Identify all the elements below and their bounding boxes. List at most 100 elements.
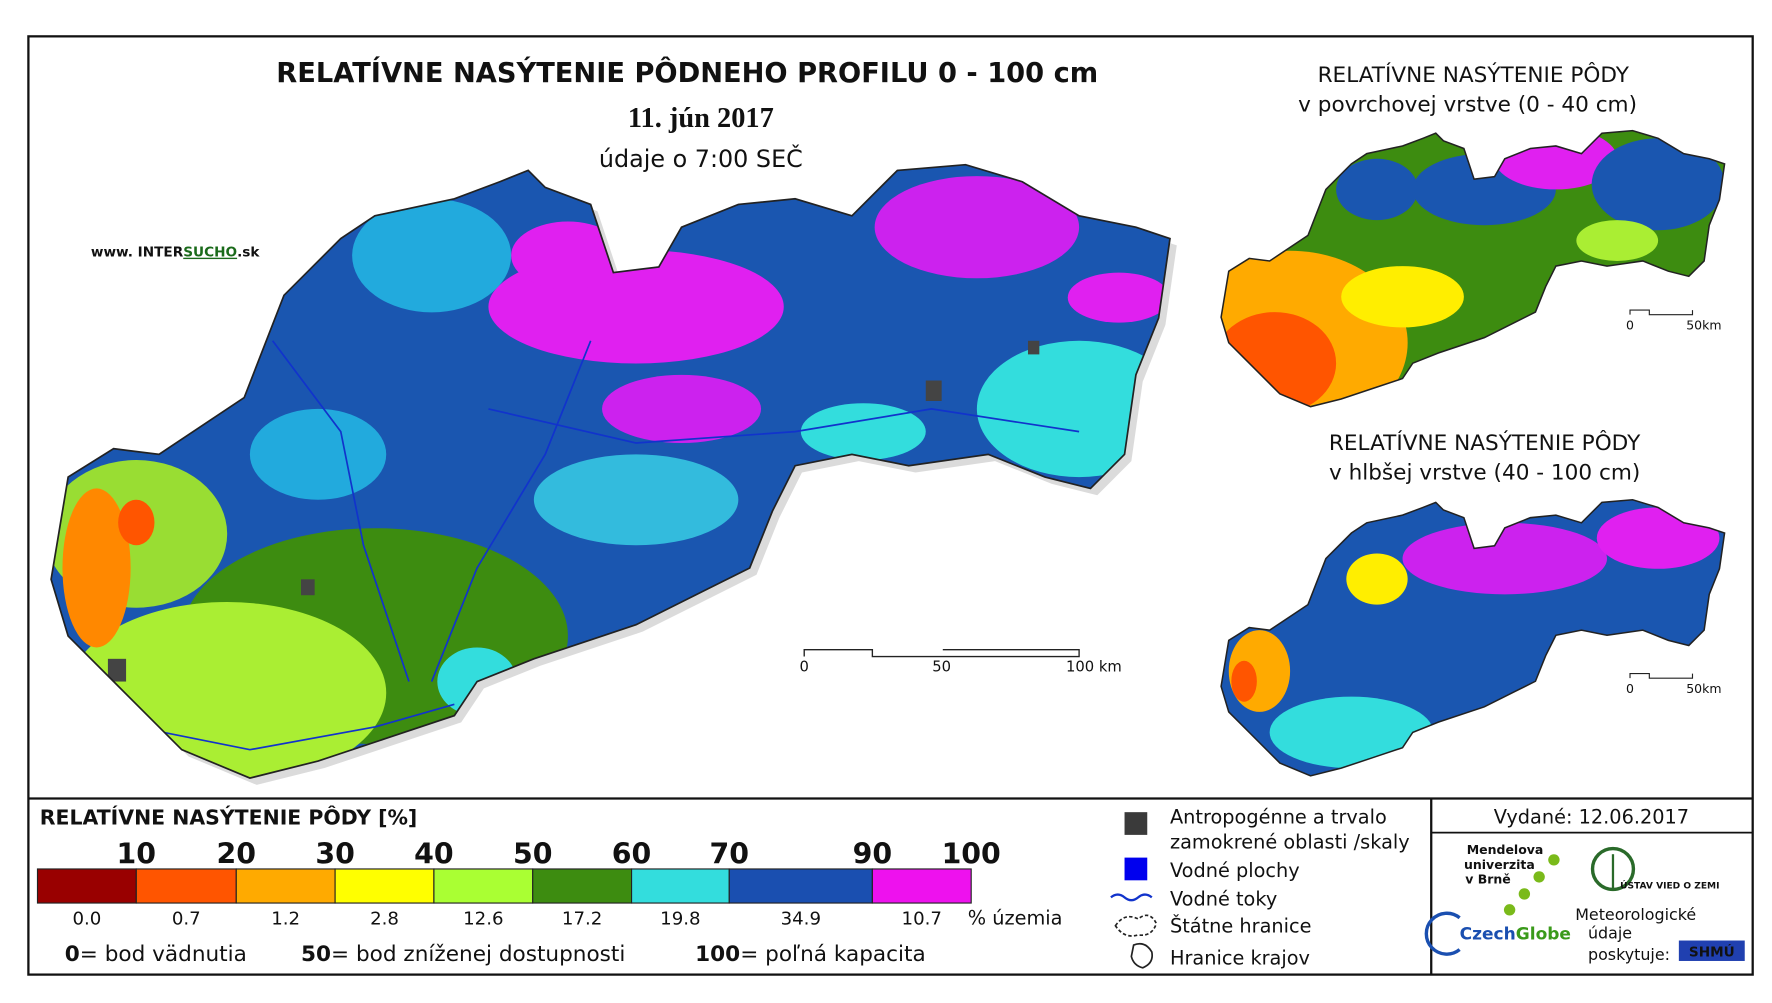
symbol-label: Vodné plochy: [1170, 859, 1300, 882]
legend-unit: % územia: [968, 907, 1063, 930]
legend-swatch: [630, 868, 730, 904]
symbol-label: Štátne hranice: [1170, 914, 1312, 938]
main-map-part-part: [1067, 272, 1170, 323]
symbol-label: Vodné toky: [1170, 887, 1277, 910]
inset-map-surface-part-part: [1341, 266, 1464, 328]
legend-share: 34.9: [781, 909, 821, 930]
logo-czechglobe: CzechGlobe: [1460, 924, 1571, 944]
legend-share: 1.2: [271, 909, 300, 930]
main-map-part-part: [874, 176, 1080, 279]
logo-text: poskytuje:: [1588, 945, 1670, 964]
legend-note: 100= poľná kapacita: [695, 942, 926, 967]
logo-dot: [1548, 854, 1560, 866]
logo-text: Czech: [1460, 924, 1516, 944]
main-map-part-part: [488, 408, 1080, 444]
main-map-part-part: [62, 488, 131, 648]
legend-note: 50= bod zníženej dostupnosti: [301, 942, 625, 967]
note-key: 50: [301, 942, 331, 967]
logo-text: SHMÚ: [1689, 942, 1735, 960]
time-note: údaje o 7:00 SEČ: [599, 145, 803, 173]
main-map-part-part: [136, 703, 455, 751]
inset-title: RELATÍVNE NASÝTENIE PÔDY: [1329, 430, 1641, 456]
legend-share: 10.7: [902, 909, 942, 930]
legend-swatch: [728, 868, 873, 904]
legend-share: 2.8: [370, 909, 399, 930]
map-title: RELATÍVNE NASÝTENIE PÔDNEHO PROFILU 0 - …: [276, 57, 1098, 89]
logo-text: Globe: [1516, 924, 1571, 944]
symbol-legend: Antropogénne a trvalo zamokrené oblasti …: [1110, 806, 1410, 969]
legend-threshold: 90: [853, 837, 893, 870]
main-map-part-part: [118, 499, 155, 546]
logo-text: Mendelova: [1467, 842, 1544, 857]
inset-scale: 0 50km: [1626, 673, 1721, 696]
note-text: = poľná kapacita: [740, 942, 926, 967]
logo-text: univerzita: [1464, 857, 1535, 872]
scale-label: 100 km: [1066, 658, 1122, 675]
legend-threshold: 30: [315, 837, 355, 870]
main-map-part-part: [352, 198, 512, 313]
inset-subtitle: v hlbšej vrstve (40 - 100 cm): [1329, 460, 1640, 485]
website: www. INTERSUCHO.sk: [91, 245, 261, 261]
main-map-part-part: [925, 380, 942, 401]
scale-label: 0: [1626, 681, 1634, 696]
legend: 0.0 0.7 1.2 2.8 12.6 17.2 19.8 34.9 10.7 10 20 30 40…: [36, 837, 1063, 967]
scale-label: 0: [800, 658, 809, 675]
inset-subtitle: v povrchovej vrstve (0 - 40 cm): [1298, 92, 1637, 117]
scale-bar-part: [803, 649, 1080, 658]
legend-threshold: 20: [217, 837, 257, 870]
symbol-region-border: [1130, 942, 1154, 969]
note-text: = bod zníženej dostupnosti: [331, 942, 625, 967]
main-map-part-part: [800, 403, 926, 461]
logo-text: v Brně: [1465, 872, 1511, 887]
symbol-label: Hranice krajov: [1170, 946, 1310, 969]
inset-map-deep-part-part: [1346, 553, 1408, 605]
scale-label: 50: [932, 658, 951, 675]
logo-arc: [1424, 911, 1461, 956]
legend-swatch: [334, 868, 435, 904]
logo-text: údaje: [1588, 923, 1632, 942]
logo-shmu: [1678, 940, 1745, 961]
website-prefix: www. INTER: [91, 245, 184, 261]
inset-map-deep-part-part: [1402, 522, 1608, 595]
main-map-part-part: [511, 221, 625, 290]
inset-title: RELATÍVNE NASÝTENIE PÔDY: [1318, 62, 1630, 88]
symbol-water: [1124, 857, 1148, 881]
logo-dot: [1503, 904, 1516, 916]
scale-label: 50km: [1686, 317, 1721, 332]
scale-label: 50km: [1686, 681, 1721, 696]
legend-note: 0= bod vädnutia: [65, 942, 247, 967]
legend-swatch: [135, 868, 237, 904]
inset-map-deep-part-part: [1269, 696, 1434, 769]
main-map-part-part: [301, 579, 315, 596]
inset-scale: 0 50km: [1626, 309, 1721, 332]
website-highlight: SUCHO: [183, 245, 237, 261]
scale-label: 0: [1626, 317, 1634, 332]
legend-threshold: 100: [942, 837, 1001, 870]
main-map-part-part: [430, 340, 592, 682]
inset-map-surface-part-part: [1591, 138, 1725, 231]
website-suffix: .sk: [237, 245, 260, 261]
symbol-label: Antropogénne a trvalo: [1170, 806, 1387, 829]
legend-swatch: [532, 868, 633, 904]
legend-share: 0.7: [172, 909, 201, 930]
legend-share: 0.0: [72, 909, 101, 930]
note-key: 0: [65, 942, 80, 967]
logo-dot: [1533, 871, 1545, 883]
symbol-state-border: [1114, 914, 1158, 937]
scale-bar: 0 50 100 km: [800, 649, 1122, 675]
logo-text: ÚSTAV VIED O ZEMI: [1620, 879, 1719, 891]
legend-threshold: 10: [117, 837, 157, 870]
legend-swatch: [36, 868, 137, 904]
main-map-part-part: [602, 374, 762, 444]
note-key: 100: [695, 942, 740, 967]
main-map-part-part: [271, 340, 410, 682]
legend-share: 12.6: [463, 909, 503, 930]
legend-swatch: [871, 868, 972, 904]
legend-threshold: 70: [709, 837, 749, 870]
note-text: = bod vädnutia: [80, 942, 247, 967]
legend-title: RELATÍVNE NASÝTENIE PÔDY [%]: [40, 805, 418, 830]
logo-ring: [1590, 846, 1636, 892]
symbol-anthropogenic: [1124, 812, 1148, 835]
